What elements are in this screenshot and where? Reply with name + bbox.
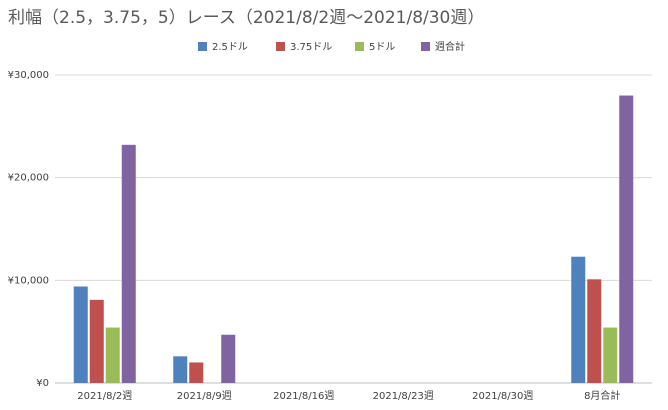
bar (189, 362, 204, 383)
bar (105, 327, 120, 383)
legend-swatch (198, 42, 207, 51)
legend-swatch (276, 42, 285, 51)
legend-swatch (355, 42, 364, 51)
x-tick-label: 2021/8/2週 (77, 390, 132, 402)
y-tick-label: ¥30,000 (8, 70, 49, 81)
bar (587, 279, 602, 383)
legend-label: 2.5ドル (212, 42, 248, 53)
x-tick-label: 8月合計 (584, 389, 620, 402)
legend-swatch (421, 42, 430, 51)
y-tick-label: ¥10,000 (8, 275, 49, 286)
bar (89, 299, 104, 383)
x-tick-label: 2021/8/9週 (177, 390, 232, 402)
bar (221, 334, 236, 383)
bar (121, 144, 136, 383)
legend-label: 5ドル (369, 42, 395, 53)
chart-title: 利幅（2.5，3.75，5）レース（2021/8/2週～2021/8/30週） (8, 8, 484, 28)
bar (571, 256, 586, 383)
bar (603, 327, 618, 383)
bar (173, 356, 188, 383)
y-tick-label: ¥20,000 (8, 173, 49, 184)
x-tick-label: 2021/8/30週 (472, 390, 533, 402)
bar (619, 95, 634, 384)
x-tick-label: 2021/8/23週 (373, 390, 434, 402)
legend-label: 3.75ドル (290, 42, 332, 53)
x-tick-label: 2021/8/16週 (273, 390, 334, 402)
legend-label: 週合計 (435, 40, 465, 53)
y-tick-label: ¥0 (36, 378, 49, 389)
bar (73, 286, 88, 383)
